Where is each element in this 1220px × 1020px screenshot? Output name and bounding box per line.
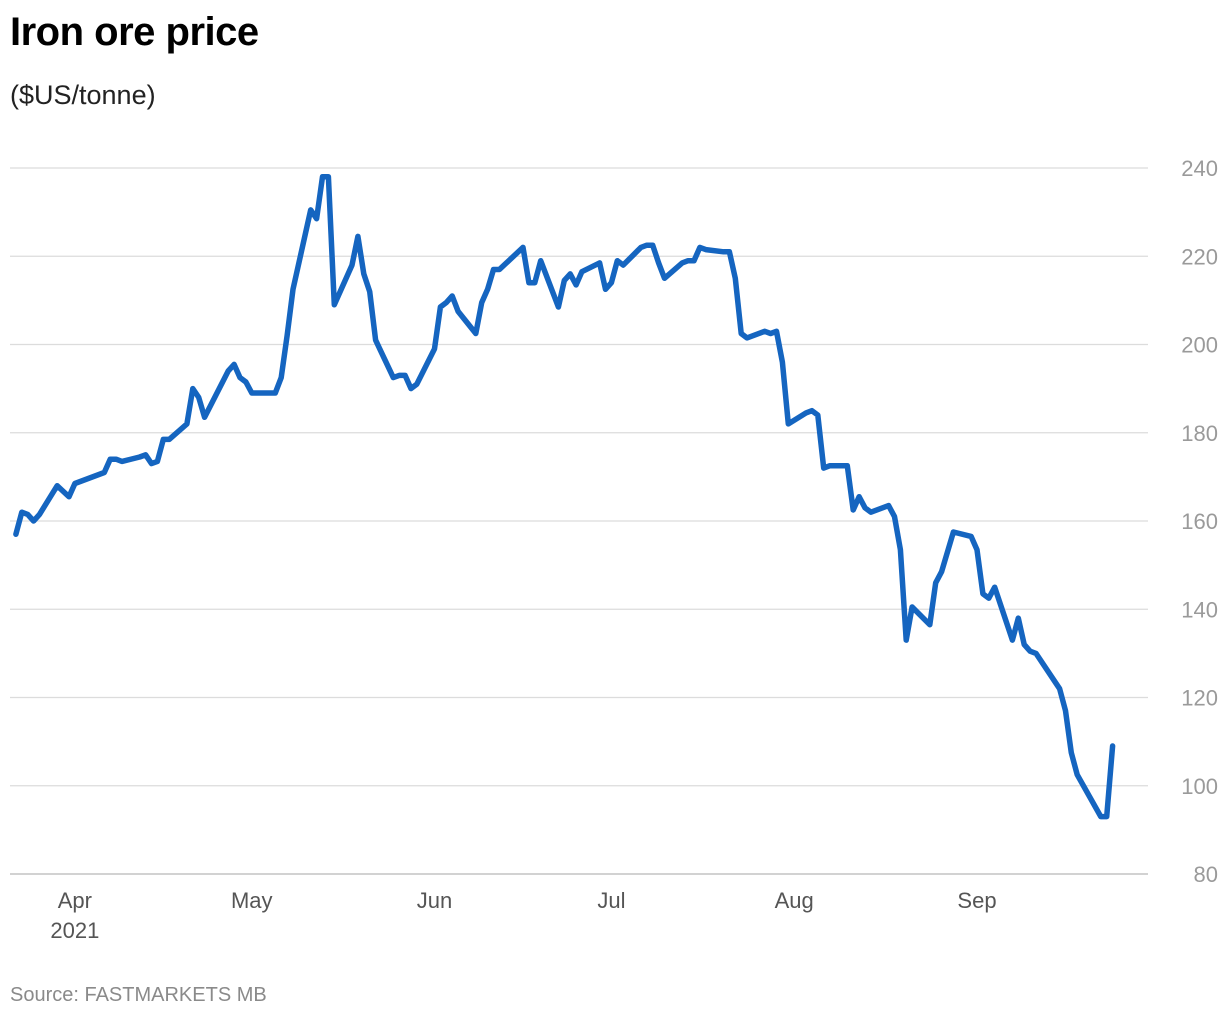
x-tick-sublabel-apr: 2021 xyxy=(50,918,99,943)
x-axis-ticks: Apr 2021 May Jun Jul Aug Sep xyxy=(50,888,996,943)
x-tick-label-jul: Jul xyxy=(597,888,625,913)
source-note: Source: FASTMARKETS MB xyxy=(10,984,267,1006)
y-tick-label-100: 100 xyxy=(1181,774,1218,799)
y-tick-label-160: 160 xyxy=(1181,509,1218,534)
y-tick-label-180: 180 xyxy=(1181,421,1218,446)
y-tick-label-140: 140 xyxy=(1181,597,1218,622)
y-axis-ticks: 80 100 120 140 160 180 200 220 240 xyxy=(1181,156,1218,887)
x-tick-label-may: May xyxy=(231,888,273,913)
gridlines xyxy=(10,167,1148,875)
x-tick-label-aug: Aug xyxy=(775,888,814,913)
x-tick-label-sep: Sep xyxy=(957,888,996,913)
y-tick-label-80: 80 xyxy=(1194,862,1218,887)
chart-title: Iron ore price xyxy=(10,10,259,54)
y-tick-label-200: 200 xyxy=(1181,333,1218,358)
y-tick-label-120: 120 xyxy=(1181,686,1218,711)
x-tick-label-jun: Jun xyxy=(417,888,452,913)
chart-subtitle: ($US/tonne) xyxy=(10,80,156,110)
x-tick-label-apr: Apr xyxy=(58,888,92,913)
y-tick-label-220: 220 xyxy=(1181,244,1218,269)
iron-ore-price-line xyxy=(13,174,1116,820)
y-tick-label-240: 240 xyxy=(1181,156,1218,181)
